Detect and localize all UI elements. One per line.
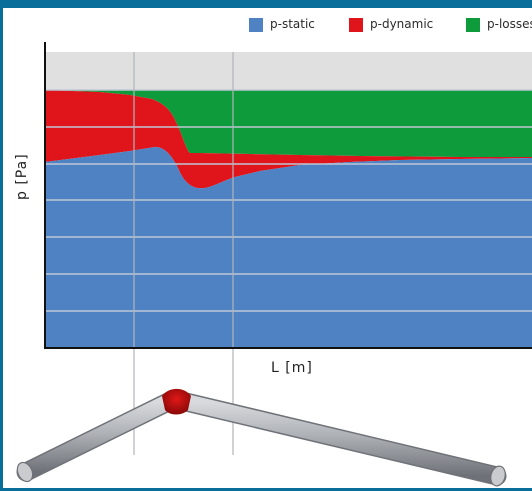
legend-label-p-losses: p-losses — [487, 17, 532, 31]
vertical-reference-lines — [133, 52, 234, 455]
legend-swatch-p-dynamic — [349, 18, 363, 32]
pipe-end-right — [490, 465, 506, 487]
pipe-end-left — [16, 461, 34, 483]
area-p-losses — [45, 90, 532, 157]
background-band — [45, 52, 532, 90]
bottom-frame-bar — [0, 488, 532, 491]
pipe-right-segment-fill — [178, 394, 505, 484]
area-p-static — [45, 147, 532, 348]
x-axis-label: L [m] — [271, 360, 313, 376]
legend-swatch-p-static — [249, 18, 263, 32]
left-frame-bar — [0, 0, 3, 491]
horizontal-gridlines — [45, 89, 532, 312]
pipe-diagram — [16, 388, 507, 487]
top-frame-bar — [0, 0, 532, 8]
pipe-bend — [162, 388, 191, 415]
area-p-dynamic — [45, 90, 532, 189]
legend-swatch-p-losses — [466, 18, 480, 32]
legend-label-p-dynamic: p-dynamic — [370, 17, 434, 31]
legend-label-p-static: p-static — [270, 17, 315, 31]
pipe-left-segment-fill — [18, 394, 176, 480]
y-axis-label: p [Pa] — [14, 153, 30, 200]
